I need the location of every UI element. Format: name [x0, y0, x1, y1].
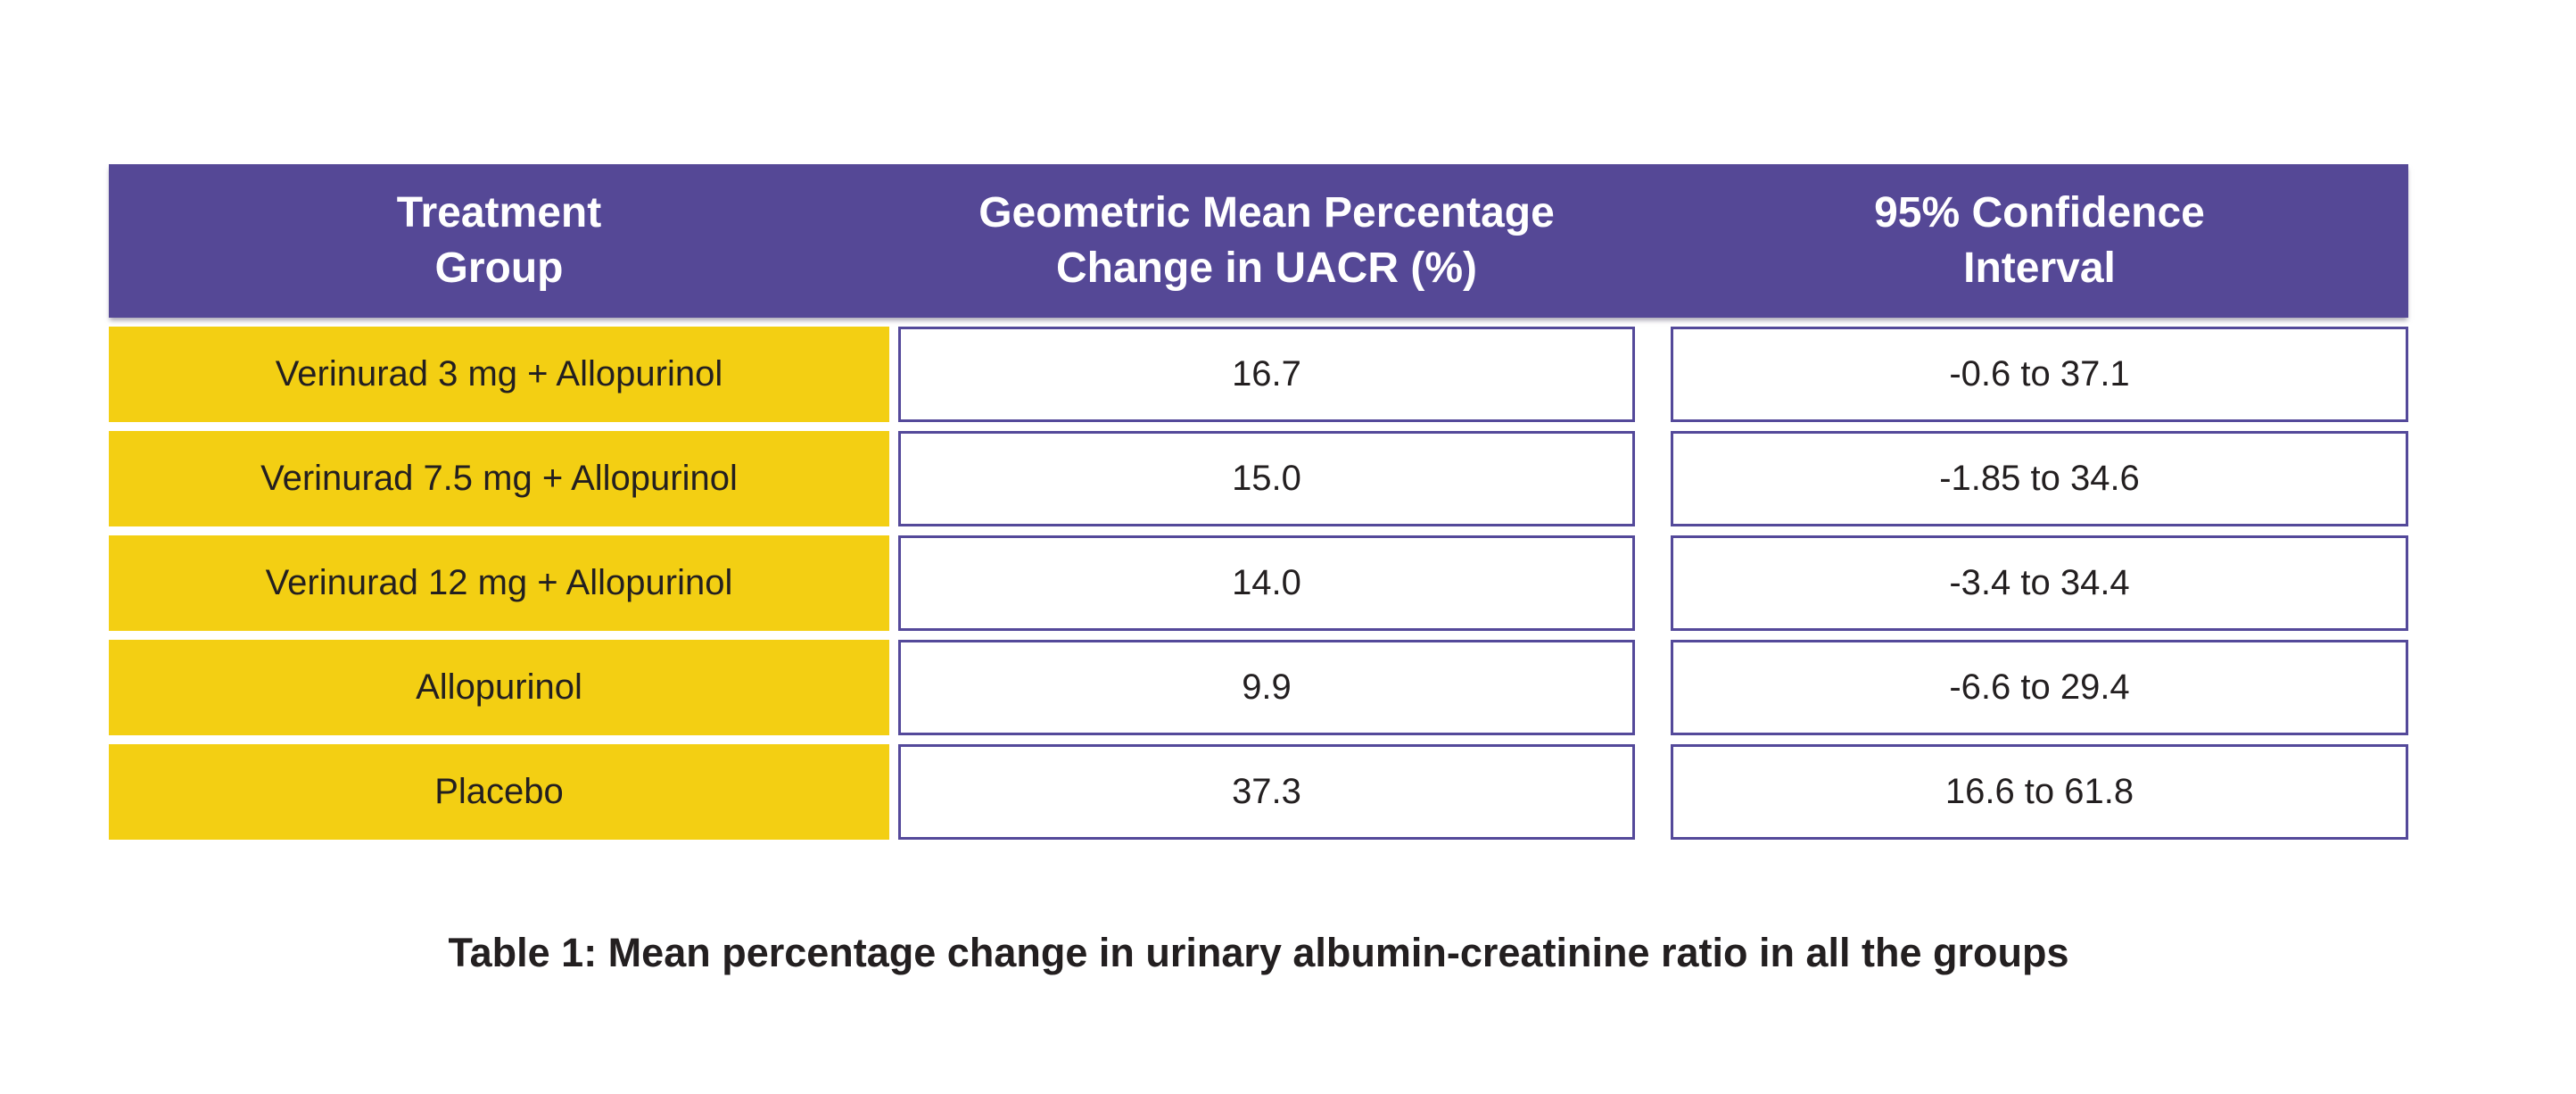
table-body: Verinurad 3 mg + Allopurinol 16.7 -0.6 t…	[109, 327, 2408, 840]
header-ci-line1: 95% Confidence	[1874, 189, 2205, 236]
row-label-cell: Placebo	[109, 744, 889, 840]
uacr-table-figure: Treatment Group Geometric Mean Percentag…	[109, 164, 2408, 840]
row-label-cell: Allopurinol	[109, 640, 889, 735]
column-spacer	[889, 744, 898, 840]
table-header-row: Treatment Group Geometric Mean Percentag…	[109, 164, 2408, 318]
column-spacer	[1635, 640, 1671, 735]
row-label-cell: Verinurad 3 mg + Allopurinol	[109, 327, 889, 422]
table-row: Verinurad 7.5 mg + Allopurinol 15.0 -1.8…	[109, 431, 2408, 526]
ci-value-cell: 16.6 to 61.8	[1671, 744, 2408, 840]
column-spacer	[1635, 431, 1671, 526]
change-value-cell: 37.3	[898, 744, 1635, 840]
table-row: Verinurad 3 mg + Allopurinol 16.7 -0.6 t…	[109, 327, 2408, 422]
table-row: Allopurinol 9.9 -6.6 to 29.4	[109, 640, 2408, 735]
header-change-line1: Geometric Mean Percentage	[978, 189, 1555, 236]
row-label-cell: Verinurad 12 mg + Allopurinol	[109, 535, 889, 631]
ci-value-cell: -1.85 to 34.6	[1671, 431, 2408, 526]
table-row: Verinurad 12 mg + Allopurinol 14.0 -3.4 …	[109, 535, 2408, 631]
column-spacer	[889, 164, 898, 318]
column-spacer	[889, 431, 898, 526]
change-value-cell: 9.9	[898, 640, 1635, 735]
column-spacer	[1635, 744, 1671, 840]
column-spacer	[1635, 535, 1671, 631]
change-value-cell: 14.0	[898, 535, 1635, 631]
column-spacer	[1635, 164, 1671, 318]
table-caption: Table 1: Mean percentage change in urina…	[448, 930, 2069, 975]
header-treatment-line1: Treatment	[396, 189, 602, 236]
change-value-cell: 15.0	[898, 431, 1635, 526]
header-cell-mean-change: Geometric Mean Percentage Change in UACR…	[898, 164, 1635, 318]
ci-value-cell: -0.6 to 37.1	[1671, 327, 2408, 422]
header-change-line2: Change in UACR (%)	[1056, 244, 1477, 292]
column-spacer	[1635, 327, 1671, 422]
header-treatment-line2: Group	[434, 244, 564, 292]
table-row: Placebo 37.3 16.6 to 61.8	[109, 744, 2408, 840]
ci-value-cell: -3.4 to 34.4	[1671, 535, 2408, 631]
ci-value-cell: -6.6 to 29.4	[1671, 640, 2408, 735]
header-cell-confidence-interval: 95% Confidence Interval	[1671, 164, 2408, 318]
column-spacer	[889, 535, 898, 631]
column-spacer	[889, 640, 898, 735]
change-value-cell: 16.7	[898, 327, 1635, 422]
header-ci-line2: Interval	[1963, 244, 2116, 292]
header-cell-treatment-group: Treatment Group	[109, 164, 889, 318]
row-label-cell: Verinurad 7.5 mg + Allopurinol	[109, 431, 889, 526]
column-spacer	[889, 327, 898, 422]
